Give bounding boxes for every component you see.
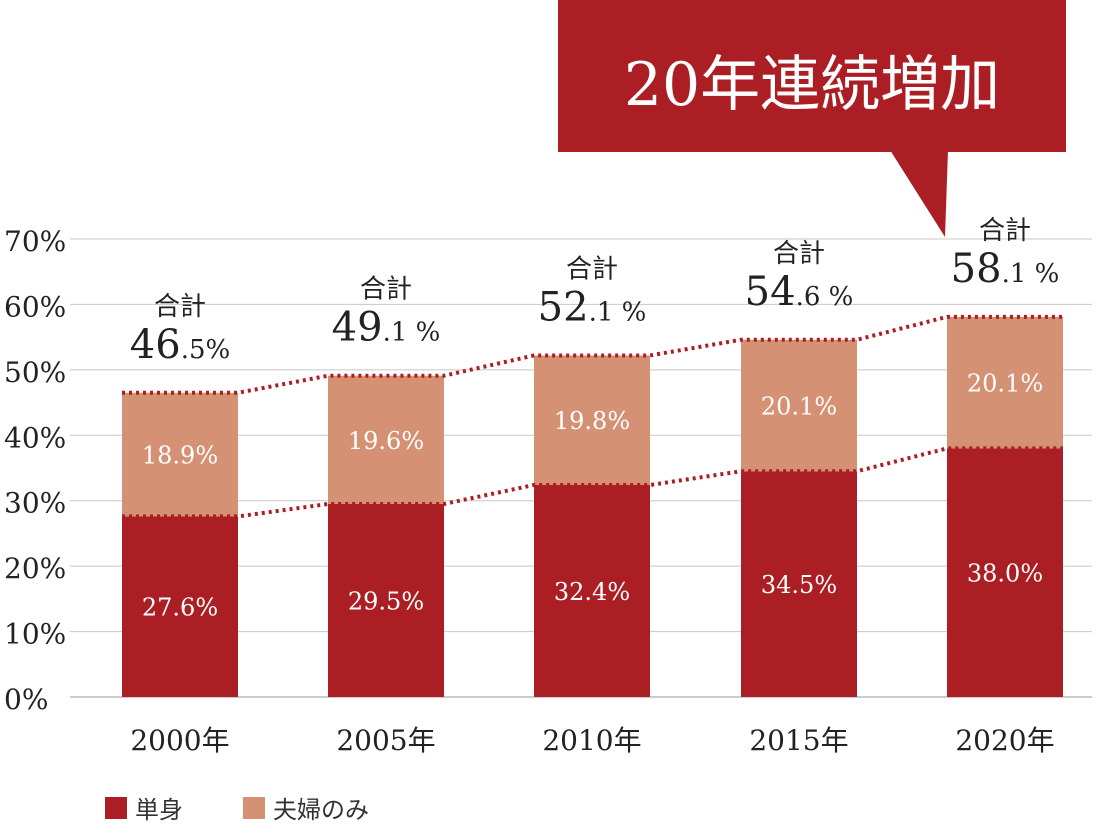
data-label-couple: 18.9% xyxy=(142,442,218,470)
y-tick-label: 50% xyxy=(4,356,66,389)
callout-text: 20年連続増加 xyxy=(624,50,1000,120)
bar-single xyxy=(947,448,1063,697)
callout-pointer xyxy=(890,150,948,237)
total-value-decimal: .1 % xyxy=(1002,259,1060,289)
total-value-decimal: .5% xyxy=(181,335,231,365)
data-label-couple: 19.6% xyxy=(348,427,424,455)
data-label-single: 32.4% xyxy=(554,578,630,606)
bar-single xyxy=(328,503,444,697)
trend-lines xyxy=(122,314,1063,519)
legend-label-single: 単身 xyxy=(135,796,183,824)
y-tick-label: 20% xyxy=(4,552,66,585)
legend-swatch-couple xyxy=(243,796,265,819)
y-tick-label: 70% xyxy=(4,225,66,258)
total-caption: 合計 xyxy=(154,292,206,322)
total-caption: 合計 xyxy=(773,239,825,269)
legend-item-couple: 夫婦のみ xyxy=(243,790,369,825)
total-caption: 合計 xyxy=(360,275,412,305)
trend-line-single xyxy=(122,446,1063,519)
total-value: 52.1 % xyxy=(538,284,647,330)
data-label-couple: 20.1% xyxy=(967,370,1043,398)
total-value-integer: 52 xyxy=(538,284,589,330)
data-label-single: 34.5% xyxy=(761,571,837,599)
x-tick-label: 2020年 xyxy=(955,724,1054,757)
legend: 単身 夫婦のみ xyxy=(105,790,369,825)
x-tick-label: 2015年 xyxy=(749,724,848,757)
y-tick-label: 10% xyxy=(4,618,66,651)
total-value-integer: 54 xyxy=(745,269,796,315)
y-tick-label: 60% xyxy=(4,290,66,323)
bar-couple xyxy=(947,316,1063,449)
total-value: 58.1 % xyxy=(951,246,1060,292)
callout-box xyxy=(558,0,1066,152)
data-label-single: 38.0% xyxy=(967,560,1043,588)
bar-single xyxy=(534,485,650,697)
total-value-decimal: .1 % xyxy=(383,318,441,348)
y-tick-label: 30% xyxy=(4,487,66,520)
total-value-decimal: .6 % xyxy=(796,282,854,312)
total-value-integer: 58 xyxy=(951,246,1002,292)
bar-single xyxy=(122,516,238,697)
callout-banner: 20年連続増加 xyxy=(558,0,1066,237)
bars xyxy=(122,316,1063,697)
legend-label-couple: 夫婦のみ xyxy=(273,796,369,824)
bar-couple xyxy=(122,392,238,517)
total-value-decimal: .1 % xyxy=(589,297,647,327)
data-label-single: 27.6% xyxy=(142,594,218,622)
x-tick-label: 2005年 xyxy=(336,724,435,757)
total-value: 46.5% xyxy=(130,322,230,368)
data-label-single: 29.5% xyxy=(348,587,424,615)
trend-line-total xyxy=(122,314,1063,395)
y-tick-label: 40% xyxy=(4,421,66,454)
bar-couple xyxy=(741,339,857,472)
bar-single xyxy=(741,471,857,697)
legend-item-single: 単身 xyxy=(105,790,183,825)
total-value: 54.6 % xyxy=(745,269,854,315)
legend-swatch-single xyxy=(105,796,127,819)
total-value: 49.1 % xyxy=(332,305,441,351)
total-value-integer: 46 xyxy=(130,322,181,368)
y-axis-ticks: 0% 10% 20% 30% 40% 50% 60% 70% xyxy=(4,225,66,716)
data-label-couple: 19.8% xyxy=(554,407,630,435)
data-label-couple: 20.1% xyxy=(761,393,837,421)
total-caption: 合計 xyxy=(566,254,618,284)
total-value-integer: 49 xyxy=(332,305,383,351)
x-tick-label: 2010年 xyxy=(542,724,641,757)
total-caption: 合計 xyxy=(979,216,1031,246)
y-tick-label: 0% xyxy=(4,683,48,716)
x-tick-label: 2000年 xyxy=(130,724,229,757)
bar-couple xyxy=(534,355,650,486)
x-axis-ticks: 2000年 2005年 2010年 2015年 2020年 xyxy=(130,724,1054,757)
bar-couple xyxy=(328,375,444,504)
